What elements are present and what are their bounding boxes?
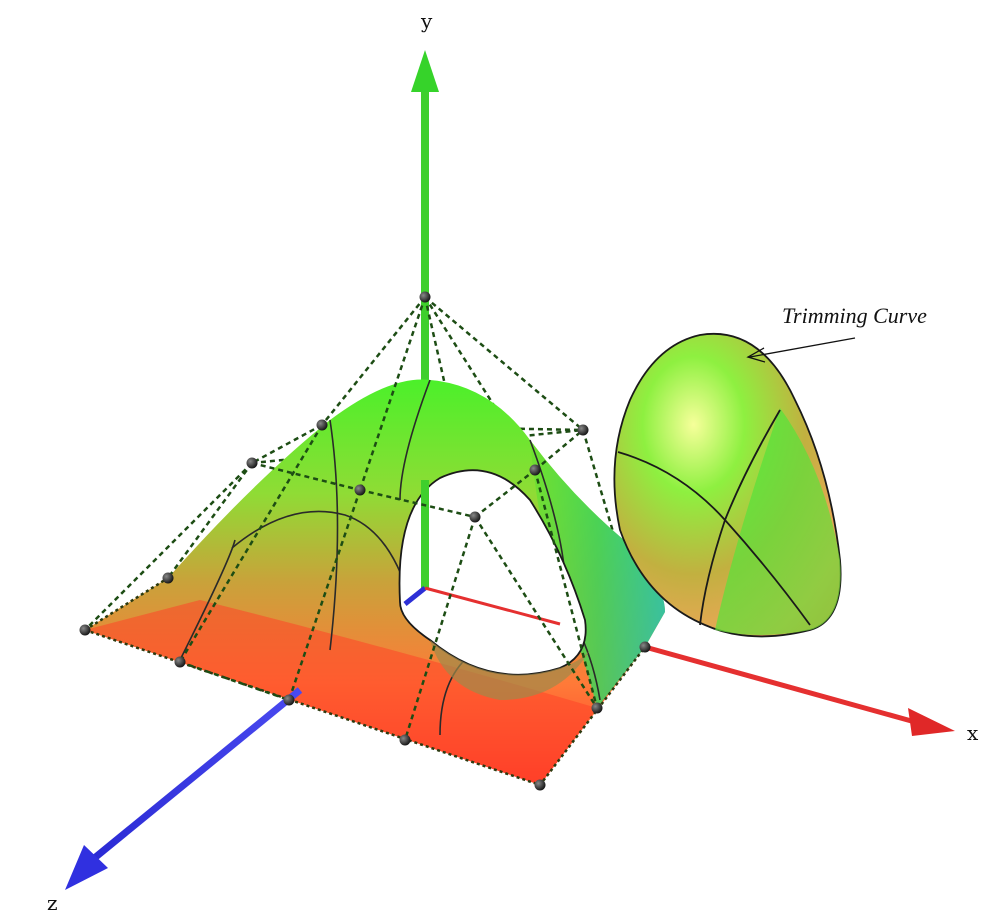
annotation-label: Trimming Curve (782, 303, 927, 328)
y-axis-label: y (420, 9, 433, 33)
x-axis-arrowhead (908, 708, 955, 736)
control-point (639, 641, 651, 653)
bspline-surface (84, 379, 665, 787)
z-axis-shaft (89, 687, 303, 863)
control-point (283, 694, 295, 706)
surface-front-glow (85, 600, 597, 785)
x-axis (644, 644, 955, 736)
control-point (577, 424, 589, 436)
control-points (79, 291, 651, 791)
control-point (534, 779, 546, 791)
control-point (469, 511, 481, 523)
annotation-arrowhead (746, 347, 766, 363)
y-axis-shaft (421, 88, 429, 588)
trimming-curve-patch (613, 333, 842, 638)
x-axis-through-hole (424, 586, 561, 626)
annotation-leader-line (749, 337, 856, 358)
control-point (246, 457, 258, 469)
trimming-patch-iso-curves (617, 409, 811, 626)
trimming-patch-right-shade (715, 408, 841, 635)
z-axis-through-hole (403, 586, 427, 606)
control-point (174, 656, 186, 668)
trimming-curve-annotation: Trimming Curve (746, 303, 927, 363)
control-point (316, 419, 328, 431)
control-point (419, 291, 431, 303)
x-axis-shaft (644, 644, 916, 725)
x-axis-label: x (967, 721, 979, 745)
control-point (354, 484, 366, 496)
control-point (79, 624, 91, 636)
control-point (162, 572, 174, 584)
control-point (399, 734, 411, 746)
control-net-front (84, 296, 599, 741)
y-axis-through-hole (421, 480, 429, 588)
y-axis-arrowhead (411, 50, 439, 92)
y-axis (411, 50, 439, 588)
control-point (591, 702, 603, 714)
surface-right-shading (530, 440, 665, 708)
trim-hole (398, 469, 587, 676)
z-axis (65, 687, 303, 890)
z-axis-label: z (47, 891, 58, 915)
control-point (529, 464, 541, 476)
z-axis-arrowhead (65, 845, 108, 890)
hole-inner-shade (430, 640, 590, 700)
